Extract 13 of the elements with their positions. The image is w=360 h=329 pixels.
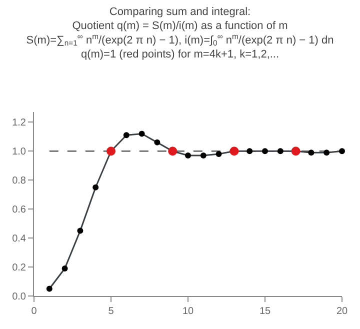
- y-tick-label: 0.8: [12, 176, 26, 187]
- x-tick-label: 5: [108, 306, 114, 317]
- y-tick-label: 0.2: [12, 262, 26, 274]
- x-tick-label: 0: [31, 306, 38, 317]
- x-tick-label: 15: [259, 306, 271, 317]
- y-tick-label: 0.0: [12, 292, 26, 302]
- y-tick-label: 1.2: [12, 118, 26, 129]
- chart-title: Comparing sum and integral: Quotient q(m) = S(m)/i(m) as a function of m S(m)=∑$_{n=1}$$^{∞}$ n$^{m}$/(exp(2 π n) − 1), i(m)=∫$_{0}$$^{∞}$ n$^{m}$/(exp(2 π n) − 1) dn q(m)=1 (red points) for m=4k+1, k=1,2,...: [26, 6, 334, 61]
- x-tick-label: 20: [336, 306, 348, 317]
- y-tick-label: 1.0: [12, 146, 26, 158]
- y-tick-label: 0.4: [12, 234, 26, 245]
- y-tick-label: 0.6: [12, 204, 26, 216]
- x-tick-label: 10: [182, 306, 194, 317]
